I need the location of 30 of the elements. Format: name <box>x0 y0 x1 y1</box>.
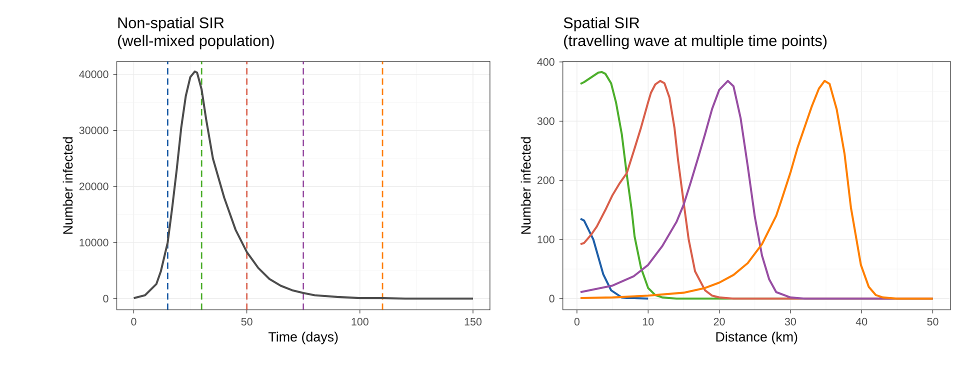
chart-title: Spatial SIR <box>564 17 640 32</box>
y-tick-label: 400 <box>537 58 554 66</box>
y-axis-title: Number infected <box>62 137 73 234</box>
x-tick-label: 50 <box>241 318 252 326</box>
x-tick-label: 0 <box>574 318 580 326</box>
x-tick-label: 0 <box>131 318 136 326</box>
chart-title: Non-spatial SIR <box>118 17 224 32</box>
y-tick-label: 30000 <box>79 126 108 134</box>
x-tick-label: 150 <box>464 318 482 326</box>
x-axis-title: Distance (km) <box>716 332 798 344</box>
x-axis-title: Time (days) <box>268 332 338 344</box>
chart-subtitle: (travelling wave at multiple time points) <box>564 35 827 50</box>
y-tick-label: 10000 <box>80 238 108 247</box>
line-series <box>579 218 650 300</box>
y-tick-label: 200 <box>537 176 554 184</box>
y-tick-label: 40000 <box>79 70 108 78</box>
x-tick-label: 30 <box>784 318 796 326</box>
y-axis-title: Number infected <box>520 137 531 234</box>
x-tick-label: 50 <box>927 318 938 326</box>
y-tick-label: 100 <box>538 236 554 244</box>
x-tick-label: 40 <box>856 318 868 326</box>
x-tick-label: 100 <box>352 318 368 326</box>
chart-subtitle: (well-mixed population) <box>118 35 274 50</box>
line-series <box>132 70 474 300</box>
y-tick-label: 0 <box>103 295 108 303</box>
y-tick-label: 0 <box>549 295 554 303</box>
x-tick-label: 10 <box>642 318 654 326</box>
y-tick-label: 20000 <box>79 182 108 190</box>
y-tick-label: 300 <box>537 118 554 126</box>
x-tick-label: 20 <box>714 318 725 326</box>
